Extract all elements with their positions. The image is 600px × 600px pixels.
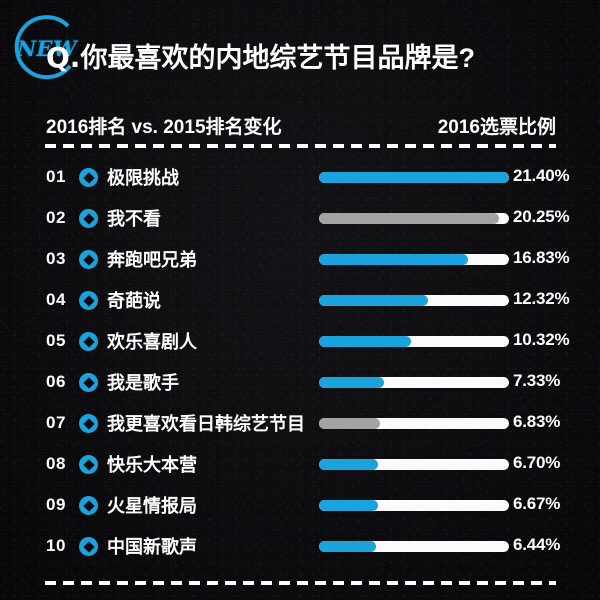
diamond-marker-icon bbox=[79, 414, 98, 433]
rank-number: 06 bbox=[46, 372, 66, 391]
rank-number: 09 bbox=[46, 495, 66, 514]
ranking-row: 05 欢乐喜剧人 10.32% bbox=[0, 322, 600, 363]
diamond-marker-icon bbox=[79, 332, 98, 351]
bar-track bbox=[319, 172, 509, 183]
diamond-marker-icon bbox=[79, 537, 98, 556]
diamond-marker-icon bbox=[79, 455, 98, 474]
ranking-row: 01 极限挑战 21.40% bbox=[0, 158, 600, 199]
bar-fill bbox=[319, 172, 509, 183]
divider-top bbox=[45, 144, 556, 148]
rank-number: 01 bbox=[46, 167, 66, 186]
bar-track bbox=[319, 459, 509, 470]
program-name: 我是歌手 bbox=[107, 373, 179, 393]
diamond-marker-icon bbox=[79, 168, 98, 187]
column-header-rank: 2016排名 vs. 2015排名变化 bbox=[46, 117, 282, 138]
program-name: 我更喜欢看日韩综艺节目 bbox=[107, 414, 305, 434]
rank-number: 02 bbox=[46, 208, 66, 227]
rank-number: 03 bbox=[46, 249, 66, 268]
program-name: 极限挑战 bbox=[107, 168, 179, 188]
percentage-label: 6.83% bbox=[513, 412, 561, 431]
bar-track bbox=[319, 377, 509, 388]
rank-number: 10 bbox=[46, 536, 66, 555]
bar-track bbox=[319, 254, 509, 265]
percentage-label: 21.40% bbox=[513, 166, 570, 185]
percentage-label: 6.67% bbox=[513, 494, 561, 513]
ranking-row: 03 奔跑吧兄弟 16.83% bbox=[0, 240, 600, 281]
ranking-row: 07 我更喜欢看日韩综艺节目 6.83% bbox=[0, 404, 600, 445]
program-name: 欢乐喜剧人 bbox=[107, 332, 197, 352]
question-prefix: Q. bbox=[46, 41, 81, 74]
percentage-label: 6.44% bbox=[513, 535, 561, 554]
new-badge-label: NEW bbox=[16, 36, 78, 61]
poster-header: NEW Q.你最喜欢的内地综艺节目品牌是? bbox=[0, 0, 600, 96]
percentage-label: 20.25% bbox=[513, 207, 570, 226]
ranking-row: 04 奇葩说 12.32% bbox=[0, 281, 600, 322]
diamond-marker-icon bbox=[79, 291, 98, 310]
bar-track bbox=[319, 500, 509, 511]
ranking-row: 02 我不看 20.25% bbox=[0, 199, 600, 240]
bar-track bbox=[319, 336, 509, 347]
bar-fill bbox=[319, 336, 411, 347]
new-badge: NEW bbox=[12, 14, 82, 84]
bar-fill bbox=[319, 418, 380, 429]
bar-fill bbox=[319, 500, 379, 511]
rank-number: 05 bbox=[46, 331, 66, 350]
rank-number: 07 bbox=[46, 413, 66, 432]
page-title: Q.你最喜欢的内地综艺节目品牌是? bbox=[46, 41, 475, 75]
bar-track bbox=[319, 295, 509, 306]
bar-fill bbox=[319, 541, 377, 552]
bar-fill bbox=[319, 377, 385, 388]
diamond-marker-icon bbox=[79, 209, 98, 228]
ranking-row: 08 快乐大本营 6.70% bbox=[0, 445, 600, 486]
ranking-row: 09 火星情报局 6.67% bbox=[0, 486, 600, 527]
rank-number: 04 bbox=[46, 290, 66, 309]
program-name: 中国新歌声 bbox=[107, 537, 197, 557]
diamond-marker-icon bbox=[79, 373, 98, 392]
percentage-label: 10.32% bbox=[513, 330, 570, 349]
bar-track bbox=[319, 541, 509, 552]
column-header-share: 2016选票比例 bbox=[437, 117, 556, 138]
percentage-label: 16.83% bbox=[513, 248, 570, 267]
program-name: 快乐大本营 bbox=[107, 455, 197, 475]
percentage-label: 12.32% bbox=[513, 289, 570, 308]
bar-fill bbox=[319, 295, 429, 306]
divider-bottom bbox=[45, 581, 556, 585]
ranking-row: 06 我是歌手 7.33% bbox=[0, 363, 600, 404]
new-circle-icon bbox=[14, 15, 72, 80]
column-headers: 2016排名 vs. 2015排名变化 2016选票比例 bbox=[46, 112, 556, 138]
bar-track bbox=[319, 418, 509, 429]
ranking-list: 01 极限挑战 21.40% 02 我不看 20.25% 03 奔跑吧兄弟 16.83% 04 奇葩… bbox=[0, 158, 600, 568]
program-name: 我不看 bbox=[107, 209, 161, 229]
bar-fill bbox=[319, 213, 499, 224]
ranking-row: 10 中国新歌声 6.44% bbox=[0, 527, 600, 568]
diamond-marker-icon bbox=[79, 496, 98, 515]
rank-number: 08 bbox=[46, 454, 66, 473]
program-name: 奇葩说 bbox=[107, 291, 161, 311]
program-name: 火星情报局 bbox=[107, 496, 197, 516]
program-name: 奔跑吧兄弟 bbox=[107, 250, 197, 270]
percentage-label: 6.70% bbox=[513, 453, 561, 472]
bar-fill bbox=[319, 254, 469, 265]
bar-track bbox=[319, 213, 509, 224]
percentage-label: 7.33% bbox=[513, 371, 561, 390]
page-title-text: 你最喜欢的内地综艺节目品牌是? bbox=[80, 43, 475, 73]
bar-fill bbox=[319, 459, 379, 470]
diamond-marker-icon bbox=[79, 250, 98, 269]
